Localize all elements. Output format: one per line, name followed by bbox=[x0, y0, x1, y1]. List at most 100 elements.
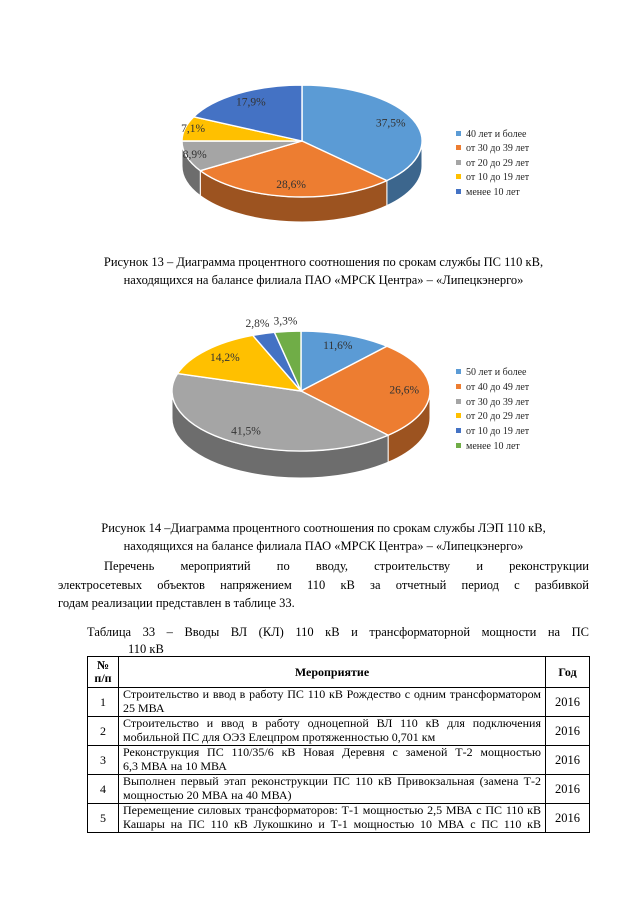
table-caption-line: Таблица 33 – Вводы ВЛ (КЛ) 110 кВ и тран… bbox=[87, 625, 589, 639]
column-header-activity: Мероприятие bbox=[118, 656, 546, 688]
year-cell: 2016 bbox=[545, 803, 590, 833]
legend-item: от 40 до 49 лет bbox=[456, 381, 529, 396]
legend-item: от 20 до 29 лет bbox=[456, 157, 529, 171]
column-header-year: Год bbox=[545, 656, 590, 688]
activity-line: Кашары на ПС 110 кВ Лукошкино и Т-1 мощн… bbox=[123, 817, 541, 831]
legend-item: 50 лет и более bbox=[456, 366, 529, 381]
table-33: № п/п Мероприятие Год 1 Строительство и в… bbox=[87, 656, 590, 833]
legend-item: от 30 до 39 лет bbox=[456, 396, 529, 411]
pie-chart-figure-13: 37,5% 28,6% 8,9% 7,1% 17,9% bbox=[181, 84, 423, 223]
legend-marker-icon bbox=[456, 369, 461, 374]
legend-marker-icon bbox=[456, 398, 461, 404]
legend-item: от 20 до 29 лет bbox=[456, 410, 529, 425]
paragraph-line: годам реализации представлен в таблице 3… bbox=[58, 596, 295, 611]
figure-14-caption: Рисунок 14 –Диаграмма процентного соотно… bbox=[58, 520, 589, 555]
body-paragraph: Перечень мероприятий по вводу, строитель… bbox=[58, 557, 589, 613]
activity-line: мобильной ПС для ОЭЗ Елецпром протяженно… bbox=[123, 730, 436, 744]
row-number-cell: 2 bbox=[87, 716, 119, 746]
pie-chart-14-legend: 50 лет и более от 40 до 49 лет от 30 до 39… bbox=[456, 366, 529, 455]
activity-line: мощностью 20 МВА на 40 МВА) bbox=[123, 788, 292, 802]
legend-marker-icon bbox=[456, 174, 461, 180]
pie-slice bbox=[300, 330, 388, 392]
legend-label: от 20 до 29 лет bbox=[466, 157, 530, 169]
figure-13-caption: Рисунок 13 – Диаграмма процентного соотн… bbox=[58, 254, 589, 289]
activity-line: Реконструкция ПС 110/35/6 кВ Новая Дерев… bbox=[123, 745, 541, 760]
legend-label: менее 10 лет bbox=[466, 440, 520, 452]
activity-cell: Строительство и ввод в работу ПС 110 кВ … bbox=[118, 687, 546, 717]
activity-line: Выполнен первый этап реконструкции ПС 11… bbox=[123, 774, 541, 789]
legend-item: менее 10 лет bbox=[456, 186, 529, 200]
legend-item: от 10 до 19 лет bbox=[456, 171, 529, 185]
legend-marker-icon bbox=[456, 145, 461, 151]
pie-slice bbox=[171, 372, 389, 452]
header-num-line: п/п bbox=[94, 671, 112, 685]
pie-percent-label: 41,5% bbox=[231, 425, 261, 437]
activity-cell: Реконструкция ПС 110/35/6 кВ Новая Дерев… bbox=[118, 745, 546, 775]
activity-cell: Перемещение силовых трансформаторов: Т-1… bbox=[118, 803, 546, 833]
pie-percent-label: 3,3% bbox=[274, 315, 298, 327]
pie-percent-label: 7,1% bbox=[181, 123, 205, 135]
legend-label: от 10 до 19 лет bbox=[466, 172, 530, 184]
pie-percent-label: 11,6% bbox=[323, 340, 353, 352]
pie-percent-label: 17,9% bbox=[236, 97, 266, 109]
table-caption-line: 110 кВ bbox=[128, 641, 164, 656]
legend-marker-icon bbox=[456, 442, 461, 448]
legend-item: 40 лет и более bbox=[456, 128, 529, 142]
paragraph-line: электросетевых объектов напряжением 110 … bbox=[58, 577, 589, 592]
legend-label: от 20 до 29 лет bbox=[466, 411, 530, 423]
legend-item: от 10 до 19 лет bbox=[456, 425, 529, 440]
table-row: 3 Реконструкция ПС 110/35/6 кВ Новая Дере… bbox=[87, 745, 590, 775]
caption-line: Рисунок 14 –Диаграмма процентного соотно… bbox=[101, 521, 546, 535]
table-row: 5 Перемещение силовых трансформаторов: Т-… bbox=[87, 803, 590, 833]
row-number-cell: 3 bbox=[87, 745, 119, 775]
pie-slice bbox=[176, 334, 302, 392]
row-number-cell: 1 bbox=[87, 687, 119, 717]
header-num-line: № bbox=[96, 658, 110, 672]
pie-slice bbox=[301, 84, 423, 182]
pie-percent-label: 28,6% bbox=[276, 179, 306, 191]
row-number-cell: 4 bbox=[87, 774, 119, 804]
pie-slice bbox=[193, 84, 303, 142]
pie-percent-label: 37,5% bbox=[376, 118, 406, 130]
year-cell: 2016 bbox=[545, 716, 590, 746]
legend-label: от 10 до 19 лет bbox=[466, 426, 530, 438]
legend-item: от 30 до 39 лет bbox=[456, 142, 529, 156]
activity-line: Строительство и ввод в работу одноцепной… bbox=[123, 716, 541, 731]
legend-label: от 30 до 39 лет bbox=[466, 396, 530, 408]
legend-marker-icon bbox=[456, 131, 461, 136]
legend-marker-icon bbox=[456, 383, 461, 389]
pie-slice bbox=[273, 330, 302, 392]
column-header-num: № п/п bbox=[87, 656, 119, 688]
pie-percent-label: 8,9% bbox=[183, 149, 207, 161]
legend-label: менее 10 лет bbox=[466, 186, 520, 198]
activity-line: Строительство и ввод в работу ПС 110 кВ … bbox=[123, 687, 541, 702]
year-cell: 2016 bbox=[545, 687, 590, 717]
legend-marker-icon bbox=[456, 413, 461, 419]
legend-label: от 30 до 39 лет bbox=[466, 143, 530, 155]
pie-percent-label: 2,8% bbox=[245, 318, 269, 330]
legend-marker-icon bbox=[456, 159, 461, 165]
pie-chart-figure-14: 11,6% 26,6% 41,5% 14,2% 2,8% 3,3% bbox=[171, 315, 431, 479]
pie-percent-label: 14,2% bbox=[210, 352, 240, 364]
legend-label: от 40 до 49 лет bbox=[466, 381, 530, 393]
pie-percent-label: 26,6% bbox=[389, 384, 419, 396]
year-cell: 2016 bbox=[545, 774, 590, 804]
legend-label: 50 лет и более bbox=[466, 367, 527, 378]
legend-item: менее 10 лет bbox=[456, 440, 529, 455]
table-row: 4 Выполнен первый этап реконструкции ПС 1… bbox=[87, 774, 590, 804]
paragraph-line: Перечень мероприятий по вводу, строитель… bbox=[104, 559, 589, 573]
caption-line: находящихся на балансе филиала ПАО «МРСК… bbox=[123, 272, 524, 287]
activity-cell: Выполнен первый этап реконструкции ПС 11… bbox=[118, 774, 546, 804]
activity-line: Перемещение силовых трансформаторов: Т-1… bbox=[123, 803, 541, 818]
table-header-row: № п/п Мероприятие Год bbox=[87, 656, 590, 688]
activity-line: 6,3 МВА на 10 МВА bbox=[123, 759, 227, 773]
year-cell: 2016 bbox=[545, 745, 590, 775]
caption-line: находящихся на балансе филиала ПАО «МРСК… bbox=[123, 538, 524, 553]
activity-cell: Строительство и ввод в работу одноцепной… bbox=[118, 716, 546, 746]
legend-marker-icon bbox=[456, 188, 461, 194]
activity-line: 25 МВА bbox=[123, 701, 165, 715]
pie-slice bbox=[199, 140, 388, 198]
table-row: 1 Строительство и ввод в работу ПС 110 кВ… bbox=[87, 687, 590, 717]
legend-marker-icon bbox=[456, 428, 461, 434]
